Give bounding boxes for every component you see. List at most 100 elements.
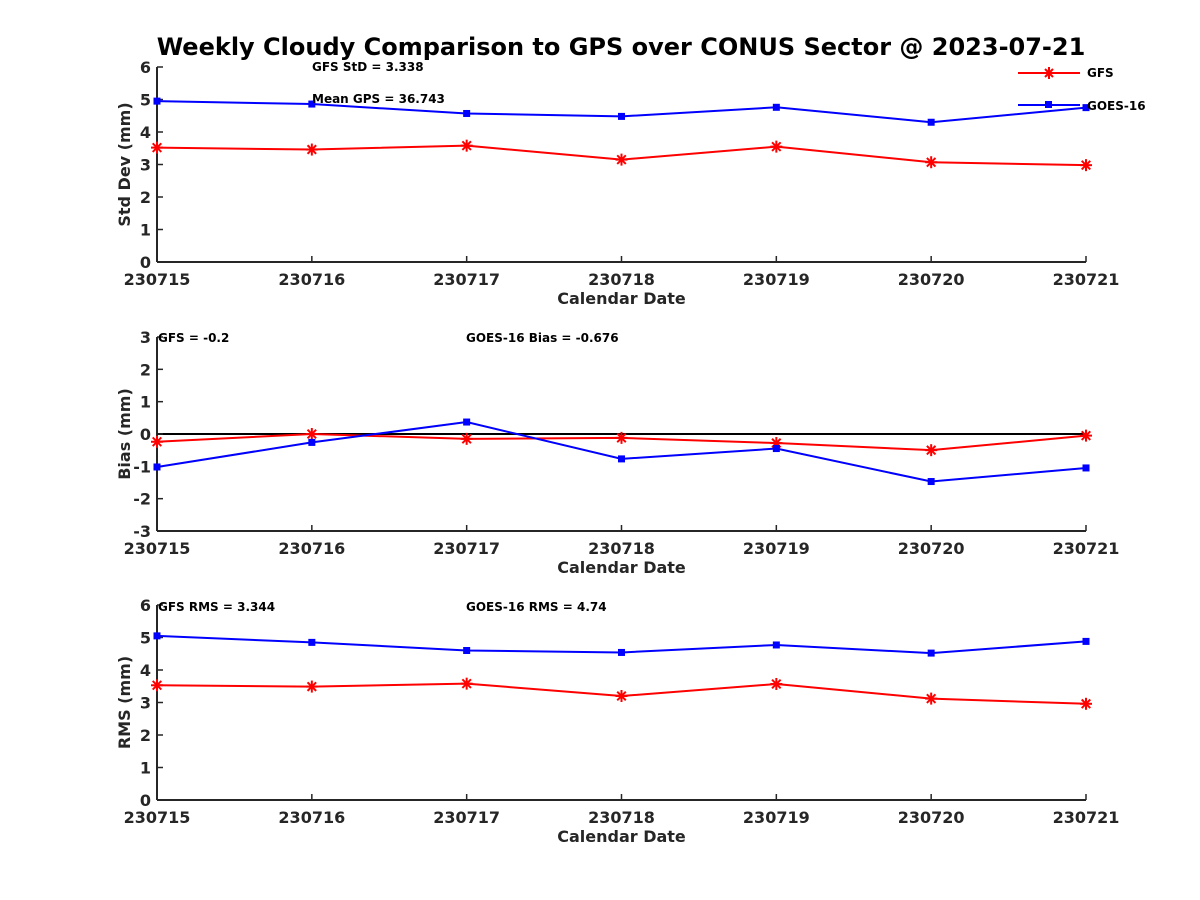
- bias-x-tick-label: 230719: [743, 539, 810, 558]
- rms-point-gfs: [151, 679, 163, 692]
- bias-annotation-goes: GOES-16 Bias = -0.676: [466, 331, 619, 345]
- std-annotation-gfs: GFS StD = 3.338: [312, 60, 424, 74]
- bias-y-tick-label: -2: [133, 490, 151, 509]
- bias-x-axis-label: Calendar Date: [557, 558, 686, 577]
- std-x-tick-label: 230715: [124, 270, 191, 289]
- std-y-axis-label: Std Dev (mm): [115, 102, 134, 226]
- std-x-tick-label: 230718: [588, 270, 655, 289]
- rms-y-tick-label: 2: [140, 726, 151, 745]
- bias-y-tick-label: 1: [140, 393, 151, 412]
- std-y-tick-label: 5: [140, 91, 151, 110]
- std-x-tick-label: 230717: [433, 270, 500, 289]
- bias-point-goes16: [618, 455, 625, 463]
- std-x-tick-label: 230721: [1053, 270, 1120, 289]
- bias-y-tick-label: -1: [133, 457, 151, 476]
- std-point-gfs: [460, 139, 473, 152]
- rms-point-goes16: [308, 638, 316, 646]
- bias-point-gfs: [305, 428, 318, 440]
- std-y-tick-label: 1: [140, 221, 151, 240]
- rms-annotation-gfs: GFS RMS = 3.344: [158, 600, 275, 614]
- bias-y-tick-label: -3: [133, 522, 151, 541]
- rms-point-gfs: [615, 690, 628, 702]
- rms-y-tick-label: 0: [140, 791, 151, 810]
- rms-x-tick-label: 230718: [588, 808, 655, 827]
- bias-point-goes16: [463, 418, 471, 426]
- bias-x-tick-label: 230720: [898, 539, 965, 558]
- bias-x-tick-label: 230718: [588, 539, 655, 558]
- rms-x-tick-label: 230721: [1053, 808, 1120, 827]
- legend: GFS GOES-16: [1018, 66, 1146, 113]
- std-y-tick-label: 3: [140, 156, 151, 175]
- bias-point-goes16: [772, 445, 780, 453]
- bias-point-gfs: [925, 444, 938, 457]
- std-point-gfs: [925, 156, 938, 169]
- std-point-goes16: [463, 109, 471, 117]
- std-x-tick-label: 230716: [278, 270, 345, 289]
- rms-x-tick-label: 230719: [743, 808, 810, 827]
- bias-point-gfs: [460, 432, 473, 445]
- rms-y-tick-label: 1: [140, 759, 151, 778]
- rms-annotation-goes: GOES-16 RMS = 4.74: [466, 600, 607, 614]
- bias-y-tick-label: 2: [140, 360, 151, 379]
- std-annotation-mean-gps: Mean GPS = 36.743: [312, 92, 445, 106]
- std-point-gfs: [151, 141, 163, 154]
- std-x-axis-label: Calendar Date: [557, 289, 686, 308]
- rms-x-tick-label: 230716: [278, 808, 345, 827]
- bias-point-goes16: [927, 478, 935, 486]
- bias-x-tick-label: 230717: [433, 539, 500, 558]
- rms-point-goes16: [772, 641, 780, 649]
- bias-point-goes16: [1082, 464, 1090, 472]
- bias-point-goes16: [153, 463, 161, 471]
- bias-x-tick-label: 230716: [278, 539, 345, 558]
- std-point-gfs: [615, 153, 628, 166]
- std-point-gfs: [770, 140, 783, 153]
- rms-point-gfs: [1080, 697, 1092, 710]
- bias-point-goes16: [308, 438, 316, 446]
- legend-marker-goes16: [1045, 101, 1052, 108]
- rms-point-gfs: [770, 677, 783, 690]
- bias-annotation-gfs: GFS = -0.2: [158, 331, 229, 345]
- legend-label-goes16: GOES-16: [1087, 99, 1146, 113]
- rms-point-goes16: [153, 632, 161, 640]
- figure-title: Weekly Cloudy Comparison to GPS over CON…: [157, 33, 1086, 61]
- std-point-gfs: [305, 143, 318, 156]
- rms-y-tick-label: 5: [140, 629, 151, 648]
- rms-point-goes16: [1082, 637, 1090, 645]
- rms-y-axis-label: RMS (mm): [115, 656, 134, 749]
- std-y-tick-label: 0: [140, 253, 151, 272]
- std-y-tick-label: 2: [140, 188, 151, 207]
- rms-point-goes16: [927, 649, 935, 657]
- rms-x-axis-label: Calendar Date: [557, 827, 686, 846]
- legend-marker-gfs: [1043, 67, 1055, 79]
- rms-point-gfs: [305, 680, 318, 693]
- std-point-goes16: [153, 97, 161, 105]
- std-y-tick-label: 4: [140, 123, 151, 142]
- rms-y-tick-label: 3: [140, 694, 151, 713]
- std-point-goes16: [618, 112, 625, 120]
- std-dev-chart: 0 1 2 3 4 5 6 230715 230716 230717 230718 230719 230…: [115, 58, 1119, 308]
- rms-x-tick-label: 230717: [433, 808, 500, 827]
- std-point-gfs: [1080, 159, 1092, 172]
- bias-x-tick-label: 230715: [124, 539, 191, 558]
- std-point-goes16: [772, 103, 780, 111]
- rms-point-goes16: [463, 647, 471, 654]
- legend-label-gfs: GFS: [1087, 66, 1114, 80]
- bias-series-goes16-line: [156, 421, 1087, 483]
- rms-y-tick-label: 4: [140, 661, 151, 680]
- bias-chart: -3 -2 -1 0 1 2 3 230715 230716 230717 230718 230719…: [115, 328, 1119, 577]
- rms-point-gfs: [460, 677, 473, 690]
- rms-y-tick-label: 6: [140, 596, 151, 615]
- bias-x-tick-label: 230721: [1053, 539, 1120, 558]
- rms-chart: 0 1 2 3 4 5 6 230715 230716 230717 230718 230719 230…: [115, 596, 1119, 846]
- rms-point-gfs: [925, 692, 938, 705]
- std-point-goes16: [308, 100, 316, 108]
- rms-point-goes16: [618, 648, 625, 656]
- bias-y-tick-label: 3: [140, 328, 151, 347]
- bias-y-axis-label: Bias (mm): [115, 388, 134, 480]
- bias-point-gfs: [1080, 429, 1092, 442]
- rms-x-tick-label: 230720: [898, 808, 965, 827]
- std-x-tick-label: 230719: [743, 270, 810, 289]
- std-x-tick-label: 230720: [898, 270, 965, 289]
- std-point-goes16: [1082, 104, 1090, 112]
